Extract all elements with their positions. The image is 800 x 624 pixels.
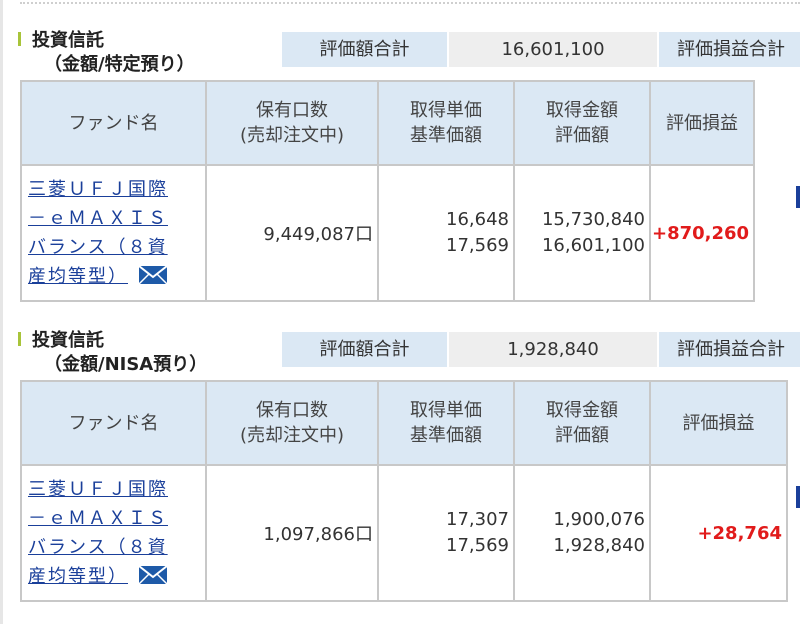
fund-name-cell: 三菱ＵＦＪ国際 －ｅＭＡＸＩＳ バランス（８資 産均等型） (20, 164, 207, 302)
profit-loss: +870,260 (648, 164, 756, 302)
total-value: 16,601,100 (449, 32, 657, 67)
total-value: 1,928,840 (449, 332, 657, 367)
section-subtitle: （金額/特定預り） (44, 54, 195, 75)
total-pl-label: 評価損益合計 (659, 332, 800, 367)
table-row: 三菱ＵＦＪ国際 －ｅＭＡＸＩＳ バランス（８資 産均等型） 9,449,087口… (20, 164, 756, 302)
acquisition-amount: 1,900,076 (553, 509, 645, 530)
table-row: 三菱ＵＦＪ国際 －ｅＭＡＸＩＳ バランス（８資 産均等型） 1,097,866口… (20, 464, 788, 602)
amount-cell: 15,730,840 16,601,100 (513, 164, 651, 302)
acquisition-amount: 15,730,840 (541, 209, 645, 230)
acquisition-price: 17,307 (446, 509, 509, 530)
fund-link[interactable]: 三菱ＵＦＪ国際 －ｅＭＡＸＩＳ バランス（８資 産均等型） (28, 179, 168, 287)
col-unit-price: 取得単価 基準価額 (377, 80, 515, 166)
total-value-label: 評価額合計 (282, 332, 447, 367)
col-unit-price: 取得単価 基準価額 (377, 380, 515, 466)
col-holding-units: 保有口数 (売却注文中) (205, 80, 379, 166)
nav-price: 17,569 (446, 235, 509, 256)
fund-link[interactable]: 三菱ＵＦＪ国際 －ｅＭＡＸＩＳ バランス（８資 産均等型） (28, 479, 168, 587)
nav-price: 17,569 (446, 535, 509, 556)
market-value: 1,928,840 (553, 535, 645, 556)
amount-cell: 1,900,076 1,928,840 (513, 464, 651, 602)
page-left-border (0, 0, 3, 624)
section-subtitle: （金額/NISA預り） (44, 354, 208, 375)
col-fund-name: ファンド名 (20, 80, 207, 166)
top-dotted-divider (20, 2, 800, 10)
col-pl: 評価損益 (649, 380, 788, 466)
total-value-label: 評価額合計 (282, 32, 447, 67)
section-header: 投資信託 （金額/NISA預り） 評価額合計 1,928,840 評価損益合計 (0, 318, 800, 380)
holdings-section-tokutei: 投資信託 （金額/特定預り） 評価額合計 16,601,100 評価損益合計 フ… (0, 18, 800, 302)
envelope-icon[interactable] (138, 265, 168, 285)
col-pl: 評価損益 (648, 80, 756, 166)
holding-units: 9,449,087口 (205, 164, 379, 302)
unit-price-cell: 16,648 17,569 (377, 164, 515, 302)
section-title: 投資信託 (32, 330, 104, 351)
section-header: 投資信託 （金額/特定預り） 評価額合計 16,601,100 評価損益合計 (0, 18, 800, 80)
total-pl-label: 評価損益合計 (659, 32, 800, 67)
row-action-edge[interactable] (790, 162, 800, 296)
col-amount: 取得金額 評価額 (513, 80, 651, 166)
table-header-row: ファンド名 保有口数 (売却注文中) 取得単価 基準価額 取得金額 評価額 評価損益 (20, 80, 756, 166)
profit-loss: +28,764 (649, 464, 788, 602)
col-amount: 取得金額 評価額 (513, 380, 651, 466)
section-title: 投資信託 (32, 30, 104, 51)
col-holding-units: 保有口数 (売却注文中) (205, 380, 379, 466)
unit-price-cell: 17,307 17,569 (377, 464, 515, 602)
holding-units: 1,097,866口 (205, 464, 379, 602)
holdings-table: ファンド名 保有口数 (売却注文中) 取得単価 基準価額 取得金額 評価額 評価損益 … (20, 80, 756, 302)
section-accent-bar (18, 332, 21, 346)
section-accent-bar (18, 32, 21, 46)
market-value: 16,601,100 (541, 235, 645, 256)
col-fund-name: ファンド名 (20, 380, 207, 466)
holdings-section-nisa: 投資信託 （金額/NISA預り） 評価額合計 1,928,840 評価損益合計 … (0, 318, 800, 602)
acquisition-price: 16,648 (446, 209, 509, 230)
table-header-row: ファンド名 保有口数 (売却注文中) 取得単価 基準価額 取得金額 評価額 評価損益 (20, 380, 788, 466)
fund-name-cell: 三菱ＵＦＪ国際 －ｅＭＡＸＩＳ バランス（８資 産均等型） (20, 464, 207, 602)
envelope-icon[interactable] (138, 565, 168, 585)
row-action-edge[interactable] (790, 462, 800, 596)
holdings-table: ファンド名 保有口数 (売却注文中) 取得単価 基準価額 取得金額 評価額 評価損益 … (20, 380, 788, 602)
